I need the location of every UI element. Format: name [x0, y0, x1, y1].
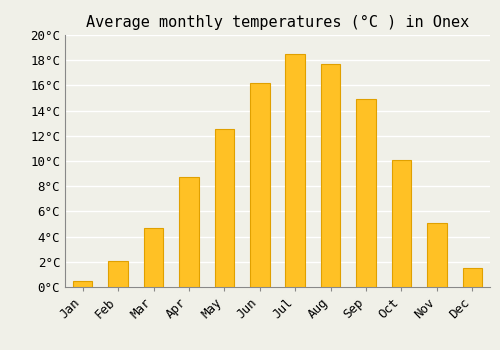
Title: Average monthly temperatures (°C ) in Onex: Average monthly temperatures (°C ) in On… [86, 15, 469, 30]
Bar [427, 223, 446, 287]
Bar [179, 177, 199, 287]
Bar [108, 260, 128, 287]
Bar [392, 160, 411, 287]
Bar [214, 130, 234, 287]
Bar [286, 54, 305, 287]
Bar [250, 83, 270, 287]
Bar [321, 64, 340, 287]
Bar [73, 281, 92, 287]
Bar [356, 99, 376, 287]
Bar [462, 268, 482, 287]
Bar [144, 228, 164, 287]
